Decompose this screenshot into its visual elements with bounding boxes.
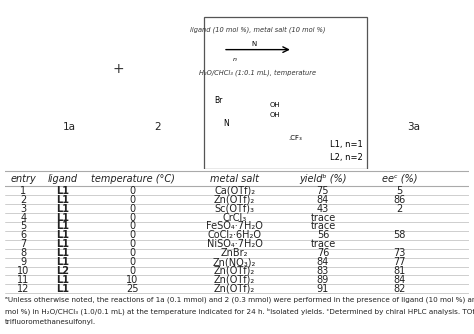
Text: 73: 73	[393, 248, 406, 258]
Text: 89: 89	[317, 275, 329, 285]
Text: Ca(OTf)₂: Ca(OTf)₂	[214, 186, 255, 196]
Text: ligand (10 mol %), metal salt (10 mol %): ligand (10 mol %), metal salt (10 mol %)	[190, 26, 326, 33]
Text: n: n	[232, 57, 237, 62]
Text: 4: 4	[20, 213, 27, 222]
Text: +: +	[113, 62, 124, 76]
Text: 2: 2	[155, 122, 161, 132]
Text: L1: L1	[56, 213, 69, 222]
Text: Zn(NO₃)₂: Zn(NO₃)₂	[213, 257, 256, 267]
Text: Br: Br	[214, 96, 222, 105]
Text: 0: 0	[129, 266, 136, 276]
Text: 0: 0	[129, 221, 136, 231]
Text: trace: trace	[310, 221, 336, 231]
Bar	[204, 17, 367, 169]
Text: Zn(OTf)₂: Zn(OTf)₂	[214, 275, 255, 285]
Text: trifluoromethanesulfonyl.: trifluoromethanesulfonyl.	[5, 320, 96, 325]
Text: 0: 0	[129, 248, 136, 258]
Text: OH: OH	[270, 102, 280, 108]
Text: ᵃUnless otherwise noted, the reactions of 1a (0.1 mmol) and 2 (0.3 mmol) were pe: ᵃUnless otherwise noted, the reactions o…	[5, 296, 474, 303]
Text: 0: 0	[129, 186, 136, 196]
Text: 3: 3	[20, 204, 27, 214]
Text: L1: L1	[56, 204, 69, 214]
Text: .CF₃: .CF₃	[288, 135, 302, 141]
Text: 10: 10	[127, 275, 138, 285]
Text: 0: 0	[129, 195, 136, 205]
Text: L1: L1	[56, 248, 69, 258]
Text: Zn(OTf)₂: Zn(OTf)₂	[214, 266, 255, 276]
Text: 0: 0	[129, 230, 136, 240]
Text: 0: 0	[129, 213, 136, 222]
Text: trace: trace	[310, 213, 336, 222]
Text: trace: trace	[310, 239, 336, 249]
Text: OH: OH	[270, 113, 280, 119]
Text: L2, n=2: L2, n=2	[330, 153, 363, 162]
Text: 43: 43	[317, 204, 329, 214]
Text: mol %) in H₂O/CHCl₃ (1.0/0.1 mL) at the temperature indicated for 24 h. ᵇIsolate: mol %) in H₂O/CHCl₃ (1.0/0.1 mL) at the …	[5, 308, 474, 315]
Text: eeᶜ (%): eeᶜ (%)	[382, 174, 417, 184]
Text: 6: 6	[20, 230, 27, 240]
Text: yieldᵇ (%): yieldᵇ (%)	[299, 174, 346, 184]
Text: temperature (°C): temperature (°C)	[91, 174, 174, 184]
Text: L1: L1	[56, 186, 69, 196]
Text: 86: 86	[393, 195, 406, 205]
Text: 77: 77	[393, 257, 406, 267]
Text: Zn(OTf)₂: Zn(OTf)₂	[214, 284, 255, 294]
Text: L1: L1	[56, 275, 69, 285]
Text: 11: 11	[17, 275, 29, 285]
Text: 0: 0	[129, 239, 136, 249]
Text: 1a: 1a	[63, 122, 76, 132]
Text: Zn(OTf)₂: Zn(OTf)₂	[214, 195, 255, 205]
Text: 84: 84	[317, 195, 329, 205]
Text: 84: 84	[393, 275, 406, 285]
Text: 12: 12	[17, 284, 29, 294]
Text: L1, n=1: L1, n=1	[330, 140, 363, 149]
Text: L2: L2	[56, 266, 69, 276]
Text: N: N	[251, 41, 256, 47]
Text: 8: 8	[20, 248, 27, 258]
Text: 5: 5	[20, 221, 27, 231]
Text: L1: L1	[56, 230, 69, 240]
Text: 75: 75	[317, 186, 329, 196]
Text: NiSO₄·7H₂O: NiSO₄·7H₂O	[207, 239, 263, 249]
Text: 83: 83	[317, 266, 329, 276]
Text: L1: L1	[56, 239, 69, 249]
Text: L1: L1	[56, 257, 69, 267]
Text: L1: L1	[56, 195, 69, 205]
Text: 5: 5	[396, 186, 403, 196]
Text: 84: 84	[317, 257, 329, 267]
Text: 0: 0	[129, 257, 136, 267]
Text: entry: entry	[10, 174, 36, 184]
Text: L1: L1	[56, 284, 69, 294]
Text: FeSO₄·7H₂O: FeSO₄·7H₂O	[206, 221, 263, 231]
Text: 25: 25	[126, 284, 139, 294]
Text: CoCl₂·6H₂O: CoCl₂·6H₂O	[208, 230, 262, 240]
Text: ZnBr₂: ZnBr₂	[221, 248, 248, 258]
Text: 58: 58	[393, 230, 406, 240]
Text: metal salt: metal salt	[210, 174, 259, 184]
Text: 9: 9	[20, 257, 27, 267]
Text: Sc(OTf)₃: Sc(OTf)₃	[215, 204, 255, 214]
Text: 2: 2	[20, 195, 27, 205]
Text: 7: 7	[20, 239, 27, 249]
Text: 2: 2	[396, 204, 403, 214]
Text: 3a: 3a	[407, 122, 420, 132]
Text: ligand: ligand	[48, 174, 78, 184]
Text: 82: 82	[393, 284, 406, 294]
Text: 76: 76	[317, 248, 329, 258]
Text: L1: L1	[56, 221, 69, 231]
Text: 1: 1	[20, 186, 27, 196]
Text: 91: 91	[317, 284, 329, 294]
Text: 0: 0	[129, 204, 136, 214]
Text: 56: 56	[317, 230, 329, 240]
Text: H₂O/CHCl₃ (1:0.1 mL), temperature: H₂O/CHCl₃ (1:0.1 mL), temperature	[200, 69, 317, 76]
Text: CrCl₃: CrCl₃	[223, 213, 247, 222]
Text: 10: 10	[17, 266, 29, 276]
Text: 81: 81	[393, 266, 406, 276]
Text: N: N	[223, 119, 229, 128]
